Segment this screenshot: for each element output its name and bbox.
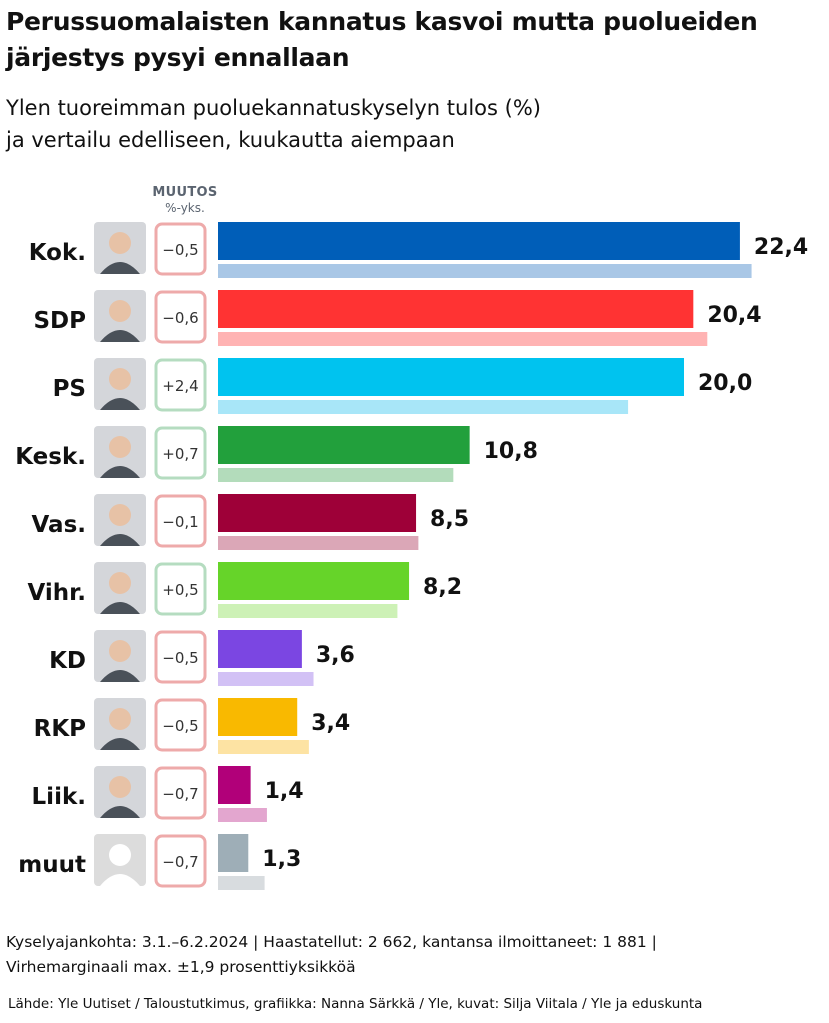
- change-badge: [154, 834, 207, 888]
- party-row: Liik. −0,7 1,4: [32, 766, 304, 822]
- change-value: +0,7: [162, 445, 198, 463]
- person-portrait-icon: [94, 494, 146, 546]
- chart-subtitle: Ylen tuoreimman puoluekannatuskyselyn tu…: [6, 92, 806, 156]
- previous-bar: [218, 332, 708, 346]
- person-portrait-icon: [94, 290, 146, 342]
- party-label: muut: [18, 852, 86, 878]
- party-label: Kesk.: [15, 444, 86, 470]
- change-column-header: MUUTOS %-yks.: [140, 184, 230, 216]
- chart-title: Perussuomalaisten kannatus kasvoi mutta …: [6, 7, 758, 72]
- person-portrait-icon: [94, 698, 146, 750]
- person-portrait-icon: [94, 222, 146, 274]
- previous-bar: [218, 876, 265, 890]
- current-bar: [218, 562, 410, 600]
- previous-bar: [218, 400, 629, 414]
- party-row: PS +2,4 20,0: [53, 358, 752, 414]
- source-note: Lähde: Yle Uutiset / Taloustutkimus, gra…: [8, 996, 703, 1012]
- change-value: +2,4: [162, 377, 198, 395]
- previous-bar: [218, 468, 454, 482]
- value-label: 8,5: [430, 507, 469, 532]
- party-row: SDP −0,6 20,4: [33, 290, 762, 346]
- change-column-unit: %-yks.: [165, 201, 205, 215]
- previous-bar: [218, 264, 752, 278]
- change-badge: [154, 698, 207, 752]
- person-portrait-icon: [94, 630, 146, 682]
- change-value: −0,5: [162, 717, 198, 735]
- change-badge: [154, 222, 207, 276]
- previous-bar: [218, 536, 419, 550]
- person-portrait-icon: [94, 562, 146, 614]
- party-label: Vas.: [32, 512, 87, 538]
- value-label: 1,3: [262, 847, 301, 872]
- party-row: Kesk. +0,7 10,8: [15, 426, 538, 482]
- party-row: muut −0,7 1,3: [18, 834, 301, 890]
- change-badge: [154, 358, 207, 412]
- party-label: PS: [53, 376, 86, 402]
- change-badge: [154, 290, 207, 344]
- party-label: SDP: [33, 308, 86, 334]
- current-bar: [218, 494, 417, 532]
- value-label: 20,0: [698, 371, 752, 396]
- change-value: −0,5: [162, 241, 198, 259]
- subtitle-line-1: Ylen tuoreimman puoluekannatuskyselyn tu…: [6, 96, 541, 120]
- change-badge: [154, 562, 207, 616]
- person-portrait-icon: [94, 358, 146, 410]
- current-bar: [218, 426, 470, 464]
- change-value: −0,5: [162, 649, 198, 667]
- current-bar: [218, 630, 302, 668]
- value-label: 20,4: [707, 303, 761, 328]
- subtitle-line-2: ja vertailu edelliseen, kuukautta aiempa…: [6, 128, 455, 152]
- party-row: Kok. −0,5 22,4: [29, 222, 808, 278]
- current-bar: [218, 766, 251, 804]
- party-label: RKP: [34, 716, 86, 742]
- value-label: 10,8: [484, 439, 538, 464]
- change-value: −0,1: [162, 513, 198, 531]
- party-support-chart: Kok. −0,5 22,4 SDP −0,6 20,4 PS +2,4 20,0 Kesk. +0…: [15, 222, 808, 890]
- change-value: −0,6: [162, 309, 198, 327]
- previous-bar: [218, 672, 314, 686]
- survey-info: Kyselyajankohta: 3.1.–6.2.2024 | Haastat…: [6, 930, 821, 980]
- current-bar: [218, 358, 684, 396]
- party-row: Vas. −0,1 8,5: [32, 494, 469, 550]
- current-bar: [218, 290, 694, 328]
- value-label: 8,2: [423, 575, 462, 600]
- previous-bar: [218, 740, 309, 754]
- party-row: KD −0,5 3,6: [49, 630, 355, 686]
- current-bar: [218, 834, 249, 872]
- party-label: Vihr.: [28, 580, 86, 606]
- value-label: 1,4: [265, 779, 304, 804]
- survey-info-line-2: Virhemarginaali max. ±1,9 prosenttiyksik…: [6, 958, 356, 976]
- change-badge: [154, 766, 207, 820]
- change-badge: [154, 426, 207, 480]
- person-portrait-icon: [94, 766, 146, 818]
- value-label: 3,6: [316, 643, 355, 668]
- change-value: −0,7: [162, 785, 198, 803]
- previous-bar: [218, 808, 267, 822]
- change-value: −0,7: [162, 853, 198, 871]
- change-value: +0,5: [162, 581, 198, 599]
- current-bar: [218, 698, 298, 736]
- change-badge: [154, 630, 207, 684]
- party-row: RKP −0,5 3,4: [34, 698, 350, 754]
- person-portrait-icon: [94, 426, 146, 478]
- value-label: 22,4: [754, 235, 808, 260]
- placeholder-person-icon: [94, 834, 146, 886]
- change-badge: [154, 494, 207, 548]
- party-label: KD: [49, 648, 86, 674]
- party-label: Liik.: [32, 784, 86, 810]
- previous-bar: [218, 604, 398, 618]
- survey-info-line-1: Kyselyajankohta: 3.1.–6.2.2024 | Haastat…: [6, 933, 657, 951]
- current-bar: [218, 222, 740, 260]
- value-label: 3,4: [311, 711, 350, 736]
- party-row: Vihr. +0,5 8,2: [28, 562, 462, 618]
- change-column-label: MUUTOS: [152, 185, 218, 200]
- party-label: Kok.: [29, 240, 86, 266]
